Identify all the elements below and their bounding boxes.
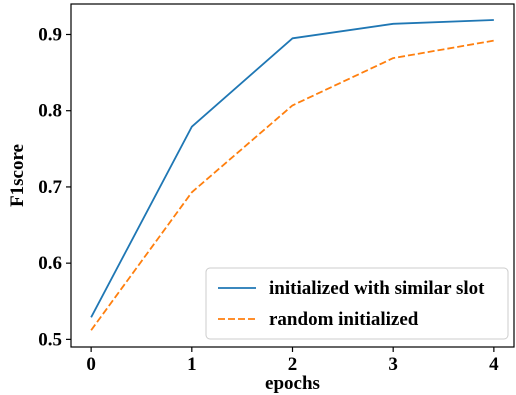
- y-axis-title: F1score: [7, 144, 28, 207]
- y-tick-label: 0.9: [38, 24, 62, 45]
- x-axis: 0 1 2 3 4: [86, 347, 499, 375]
- series-lines: [90, 19, 495, 331]
- y-tick-label: 0.8: [38, 101, 62, 122]
- y-tick-label: 0.5: [38, 329, 62, 350]
- x-tick-label: 3: [388, 354, 398, 375]
- legend-box: [205, 267, 509, 340]
- x-axis-title: epochs: [265, 373, 320, 394]
- legend: initialized with similar slot random init…: [205, 267, 509, 340]
- series-line-2: [90, 39, 495, 331]
- y-axis: 0.5 0.6 0.7 0.8 0.9: [38, 24, 71, 350]
- y-tick-label: 0.6: [38, 253, 62, 274]
- x-tick-label: 0: [86, 354, 96, 375]
- x-tick-label: 4: [489, 354, 499, 375]
- series-line-1: [90, 19, 494, 318]
- legend-label-2: random initialized: [269, 309, 419, 330]
- y-tick-label: 0.7: [38, 177, 62, 198]
- x-tick-label: 1: [187, 354, 197, 375]
- legend-label-1: initialized with similar slot: [269, 278, 485, 299]
- x-tick-label: 2: [288, 354, 298, 375]
